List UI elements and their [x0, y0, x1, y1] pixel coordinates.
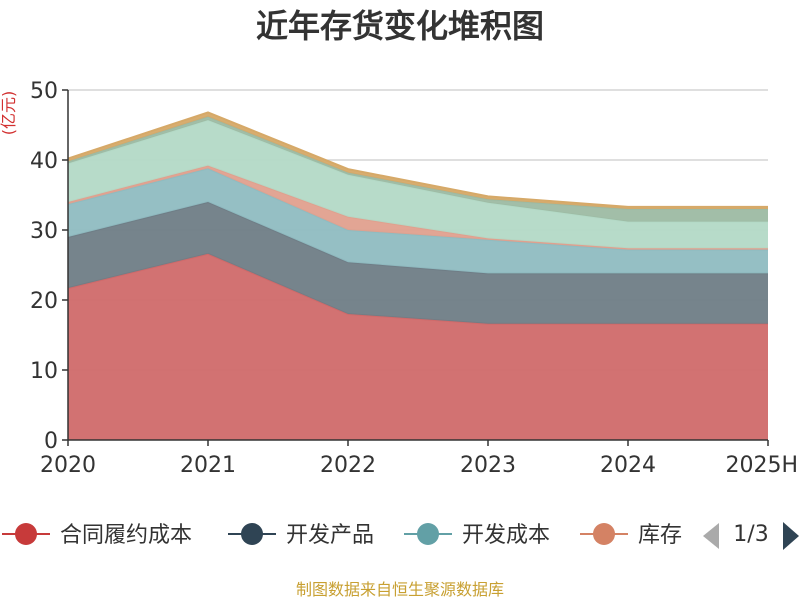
- legend-label: 合同履约成本: [60, 523, 192, 548]
- legend-item-开发产品[interactable]: 开发产品: [228, 523, 374, 548]
- x-tick-label: 2024: [600, 453, 656, 478]
- legend-item-合同履约成本[interactable]: 合同履约成本: [2, 523, 192, 548]
- legend-label: 开发产品: [286, 523, 374, 548]
- legend-page-indicator: 1/3: [733, 522, 768, 547]
- legend-marker-icon: [593, 523, 615, 545]
- y-tick-label: 10: [30, 359, 58, 384]
- y-tick-label: 40: [30, 149, 58, 174]
- area-合同履约成本: [68, 253, 768, 440]
- y-axis-label: (亿元): [0, 91, 18, 136]
- x-tick-label: 2020: [40, 453, 96, 478]
- chart-title: 近年存货变化堆积图: [256, 7, 544, 45]
- legend-marker-icon: [15, 523, 37, 545]
- legend-item-开发成本[interactable]: 开发成本: [404, 523, 550, 548]
- legend-pager: 1/3: [703, 522, 799, 550]
- area-库存: [68, 165, 768, 250]
- legend-item-库存[interactable]: 库存: [580, 523, 682, 548]
- x-tick-label: 2023: [460, 453, 516, 478]
- legend-marker-icon: [241, 523, 263, 545]
- source-footer: 制图数据来自恒生聚源数据库: [296, 580, 504, 599]
- axes: [62, 89, 769, 446]
- legend-label: 开发成本: [462, 523, 550, 548]
- legend-prev-icon[interactable]: [703, 523, 719, 549]
- area-series-6: [68, 116, 768, 222]
- x-tick-labels: 2020 2021 2022 2023 2024 2025H: [40, 453, 798, 478]
- y-tick-label: 50: [30, 79, 58, 104]
- area-series-5: [68, 120, 768, 249]
- area-开发成本: [68, 168, 768, 274]
- y-tick-label: 20: [30, 289, 58, 314]
- x-tick-label: 2022: [320, 453, 376, 478]
- area-开发产品: [68, 202, 768, 324]
- legend-label: 库存: [638, 523, 682, 548]
- x-tick-label: 2021: [180, 453, 236, 478]
- y-tick-label: 30: [30, 219, 58, 244]
- y-tick-label: 0: [44, 429, 58, 454]
- legend: 合同履约成本 开发产品 开发成本 库存: [2, 523, 682, 548]
- y-tick-labels: 0 10 20 30 40 50: [30, 79, 58, 454]
- legend-marker-icon: [417, 523, 439, 545]
- area-series: [67, 111, 768, 440]
- legend-next-icon[interactable]: [783, 522, 799, 550]
- x-tick-label: 2025H: [725, 453, 798, 478]
- line-series-7: [67, 111, 768, 208]
